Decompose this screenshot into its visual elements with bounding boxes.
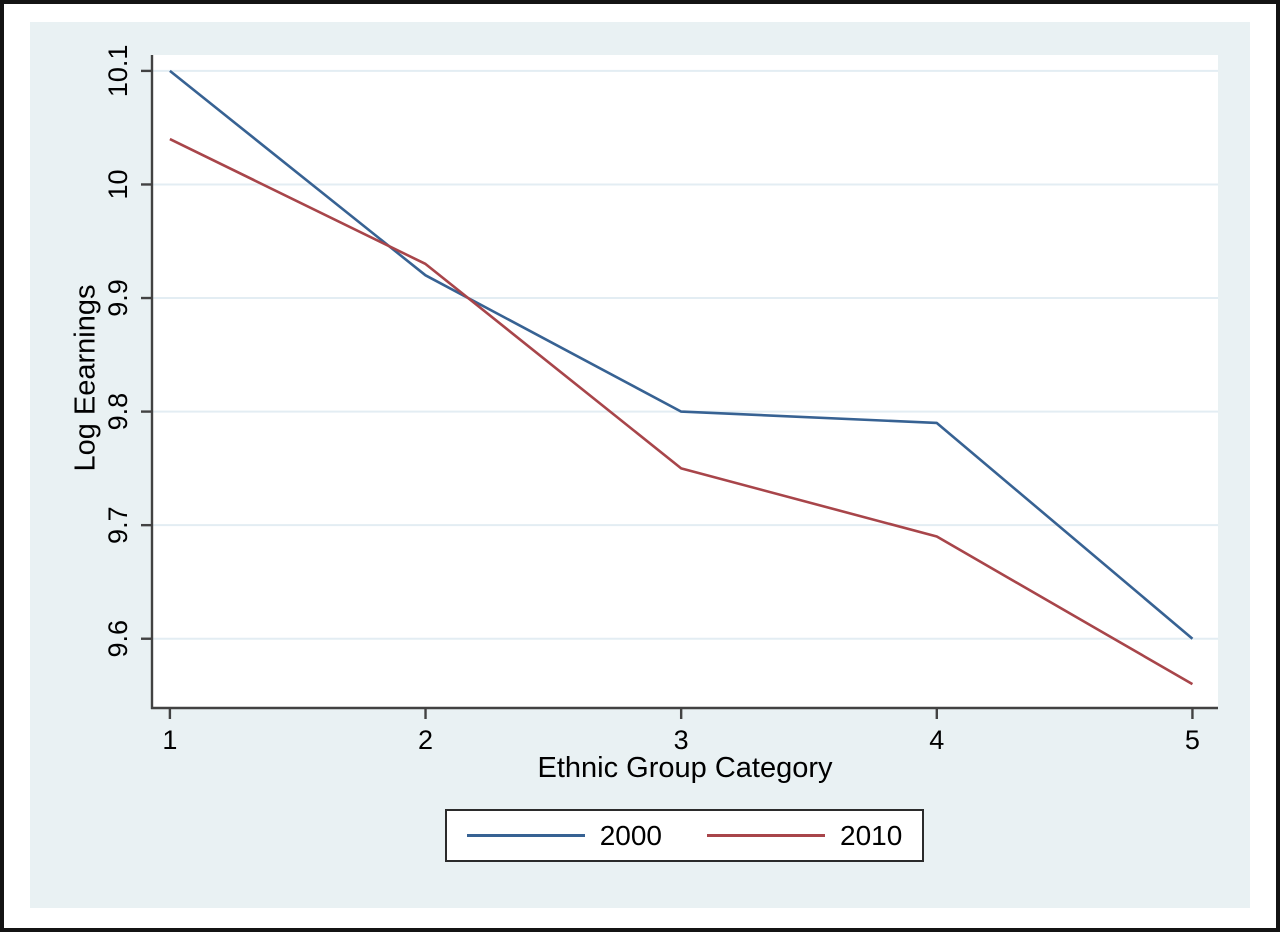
x-axis-title: Ethnic Group Category [537,752,833,784]
legend-label-2010: 2010 [840,819,903,851]
legend-entry-2010: 2010 [707,820,902,852]
x-tick-label: 4 [929,725,944,755]
y-tick-label: 9.8 [103,393,133,431]
x-tick-label: 5 [1185,725,1200,755]
legend-entry-2000: 2000 [466,819,662,852]
x-tick-label: 1 [162,725,177,755]
y-tick-label: 9.7 [103,506,133,544]
y-tick-label: 10 [103,169,133,199]
y-tick-label: 9.6 [103,620,133,658]
legend-line-sample-2010 [707,834,825,837]
series-line-2000 [169,69,1194,640]
legend: 2000 2010 [445,809,924,862]
plot-background [152,55,1218,708]
y-tick-label: 9.9 [103,279,133,317]
x-tick-label: 3 [674,725,689,755]
x-tick-label: 2 [418,725,433,755]
y-tick-label: 10.1 [103,45,133,98]
legend-line-sample-2000 [466,834,585,837]
y-axis-title: Log Eearnings [69,284,102,472]
series-line-2010 [169,137,1194,686]
legend-label-2000: 2000 [599,819,662,851]
